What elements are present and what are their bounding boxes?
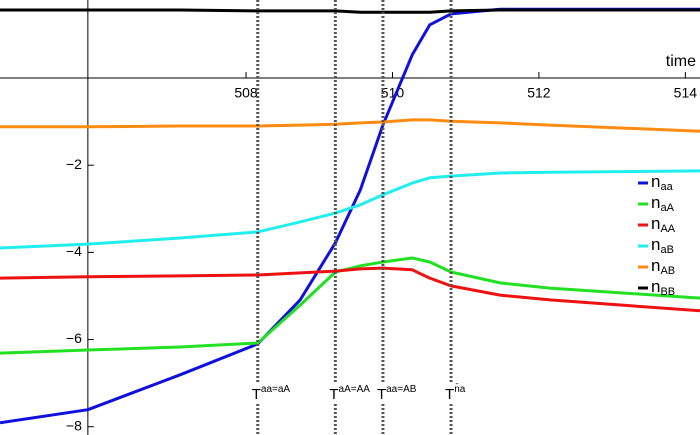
marker-label-bg xyxy=(444,382,467,403)
series-line xyxy=(0,256,700,355)
legend-subscript: AB xyxy=(660,265,675,277)
legend-label: nAB xyxy=(651,256,675,276)
legend-label: naA xyxy=(651,193,675,213)
marker-label-main: T xyxy=(252,386,261,403)
legend-label: naB xyxy=(651,235,674,255)
marker-label-sup: aA=AA xyxy=(339,384,371,395)
marker-label: Tn̄a xyxy=(445,382,466,403)
series-line xyxy=(0,266,700,313)
marker-label: Taa=aA xyxy=(252,384,291,403)
legend-subscript: AA xyxy=(660,223,675,235)
y-tick-label: −4 xyxy=(66,243,82,259)
legend-name: n xyxy=(651,277,660,296)
legend-subscript: aa xyxy=(660,181,673,193)
x-axis-label: time xyxy=(666,53,696,70)
legend-name: n xyxy=(651,235,660,254)
series-line xyxy=(0,118,700,133)
y-tick-label: −6 xyxy=(66,330,82,346)
x-tick-label: 508 xyxy=(234,85,258,101)
marker-label-main: T xyxy=(377,386,386,403)
marker-label-bg xyxy=(375,383,418,403)
legend-subscript: BB xyxy=(660,286,675,298)
marker-label-bg xyxy=(328,383,372,403)
marker-label: TaA=AA xyxy=(329,384,370,403)
marker-label-sup: aa=aA xyxy=(261,384,291,395)
legend-subscript: aA xyxy=(660,202,674,214)
legend-subscript: aB xyxy=(660,244,673,256)
marker-label-main: T xyxy=(445,386,454,403)
y-tick-label: −2 xyxy=(66,156,82,172)
legend-name: n xyxy=(651,172,660,191)
marker-label-bg xyxy=(250,383,292,403)
legend-label: naa xyxy=(651,172,674,192)
series-line xyxy=(0,169,700,250)
legend-label: nAA xyxy=(651,214,676,234)
series-line xyxy=(0,7,700,425)
legend-name: n xyxy=(651,193,660,212)
legend-label: nBB xyxy=(651,277,675,297)
x-tick-label: 512 xyxy=(527,85,551,101)
series-line xyxy=(0,8,700,14)
marker-label: Taa=AB xyxy=(377,384,417,403)
legend-name: n xyxy=(651,214,660,233)
legend-name: n xyxy=(651,256,660,275)
marker-label-sup: aa=AB xyxy=(386,384,417,395)
marker-label-main: T xyxy=(329,386,338,403)
x-tick-label: 514 xyxy=(674,85,698,101)
y-tick-label: −8 xyxy=(66,417,82,433)
marker-label-sup: n̄a xyxy=(454,382,466,395)
